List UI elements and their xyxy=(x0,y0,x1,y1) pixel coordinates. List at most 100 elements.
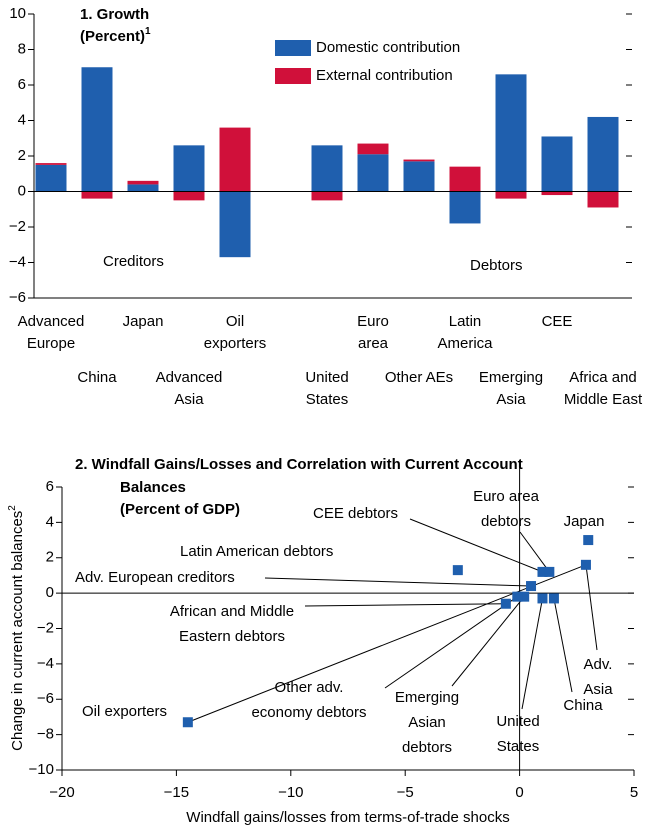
x-tick-label-line: exporters xyxy=(204,335,267,352)
y-tick-label: 0 xyxy=(46,584,54,601)
point-label-line: Adv. xyxy=(584,656,613,673)
leader-line xyxy=(451,596,525,687)
leader-line xyxy=(521,598,543,710)
point-label-line: United xyxy=(496,713,539,730)
point-label: Emerging Asian debtors xyxy=(395,689,459,756)
x-tick-label-line: Middle East xyxy=(564,391,643,408)
point xyxy=(580,559,591,570)
bar xyxy=(449,166,481,192)
footnote-mark: 2 xyxy=(7,505,18,511)
bar xyxy=(541,136,573,192)
legend-swatch xyxy=(275,68,311,84)
bar xyxy=(403,161,435,192)
footnote-mark: 1 xyxy=(145,26,151,37)
point-label-line: Euro area xyxy=(473,488,540,505)
x-tick-label-line: Oil xyxy=(226,313,244,330)
trend-line xyxy=(187,564,587,723)
bar xyxy=(449,191,481,224)
x-tick-label: Latin America xyxy=(437,313,493,352)
bar xyxy=(541,191,573,196)
point xyxy=(182,717,193,728)
point-label: Other adv. economy debtors xyxy=(251,679,366,721)
point xyxy=(500,598,511,609)
x-tick-label: Oil exporters xyxy=(204,313,267,352)
y-tick-label: 2 xyxy=(18,147,26,164)
y-tick-label: 2 xyxy=(46,549,54,566)
y-tick-label: −4 xyxy=(9,253,26,270)
bar xyxy=(127,180,159,185)
point xyxy=(512,591,523,602)
x-tick-label: CEE xyxy=(542,313,573,330)
y-tick-label: 0 xyxy=(18,182,26,199)
point xyxy=(526,581,537,592)
y-axis-label-text: Change in current account balances xyxy=(9,511,26,751)
x-tick-label: United States xyxy=(305,369,348,408)
legend-label: External contribution xyxy=(316,67,453,84)
y-tick-label: −8 xyxy=(37,726,54,743)
bar xyxy=(81,191,113,199)
x-tick-label-line: Japan xyxy=(123,313,164,330)
x-tick-label: Emerging Asia xyxy=(479,369,543,408)
x-tick-label-line: Asia xyxy=(496,391,526,408)
y-tick-label: −10 xyxy=(29,761,54,778)
x-tick-label-line: Africa and xyxy=(569,369,637,386)
point-label-line: debtors xyxy=(402,739,452,756)
x-tick-label: −20 xyxy=(49,784,74,801)
chart-subtitle: (Percent of GDP) xyxy=(120,501,240,518)
point-label: Japan xyxy=(564,513,605,530)
bar xyxy=(311,145,343,192)
x-tick-label: Advanced Asia xyxy=(156,369,223,408)
subtitle-text: (Percent) xyxy=(80,28,145,45)
point-label: Adv. European creditors xyxy=(75,569,235,586)
point-label: Oil exporters xyxy=(82,703,167,720)
leader-line xyxy=(264,577,532,587)
bar xyxy=(35,164,67,192)
point-label: China xyxy=(563,697,603,714)
point xyxy=(548,593,559,604)
point-label-line: Japan xyxy=(564,513,605,530)
x-tick-label-line: Emerging xyxy=(479,369,543,386)
bar xyxy=(35,163,67,165)
bar xyxy=(403,159,435,162)
x-tick-label-line: Europe xyxy=(27,335,75,352)
point-label-line: African and Middle xyxy=(170,603,294,620)
point-label-line: Asia xyxy=(583,681,613,698)
x-tick-label-line: United xyxy=(305,369,348,386)
point-label-line: China xyxy=(563,697,603,714)
y-tick-label: −2 xyxy=(9,218,26,235)
point-label-line: Latin American debtors xyxy=(180,543,333,560)
x-tick-label-line: States xyxy=(306,391,349,408)
bar xyxy=(495,191,527,199)
y-tick-label: −2 xyxy=(37,619,54,636)
point-label: Latin American debtors xyxy=(180,543,333,560)
annotation: Creditors xyxy=(103,253,164,270)
y-tick-label: 4 xyxy=(18,111,26,128)
y-tick-label: −6 xyxy=(9,289,26,306)
bar xyxy=(81,67,113,192)
x-tick-label: China xyxy=(77,369,117,386)
point-label: Euro area debtors xyxy=(473,488,540,530)
bar xyxy=(219,191,251,258)
point-label-line: Oil exporters xyxy=(82,703,167,720)
legend-swatch xyxy=(275,40,311,56)
leader-line xyxy=(585,564,598,651)
bar xyxy=(495,74,527,192)
bar xyxy=(219,127,251,192)
x-tick-label: −5 xyxy=(397,784,414,801)
x-tick-label-line: Other AEs xyxy=(385,369,453,386)
chart-title: 2. Windfall Gains/Losses and Correlation… xyxy=(75,456,523,473)
chart-subtitle: (Percent)1 xyxy=(80,26,151,45)
x-tick-label-line: Euro xyxy=(357,313,389,330)
annotation: Debtors xyxy=(470,257,523,274)
point-label-line: States xyxy=(497,738,540,755)
y-tick-label: 6 xyxy=(46,478,54,495)
y-tick-label: −6 xyxy=(37,690,54,707)
y-tick-label: 4 xyxy=(46,513,54,530)
y-tick-label: 6 xyxy=(18,76,26,93)
point xyxy=(452,565,463,576)
point-label-line: Emerging xyxy=(395,689,459,706)
x-tick-label: 5 xyxy=(630,784,638,801)
point-label: African and Middle Eastern debtors xyxy=(170,603,294,645)
x-tick-label: Euro area xyxy=(357,313,389,352)
